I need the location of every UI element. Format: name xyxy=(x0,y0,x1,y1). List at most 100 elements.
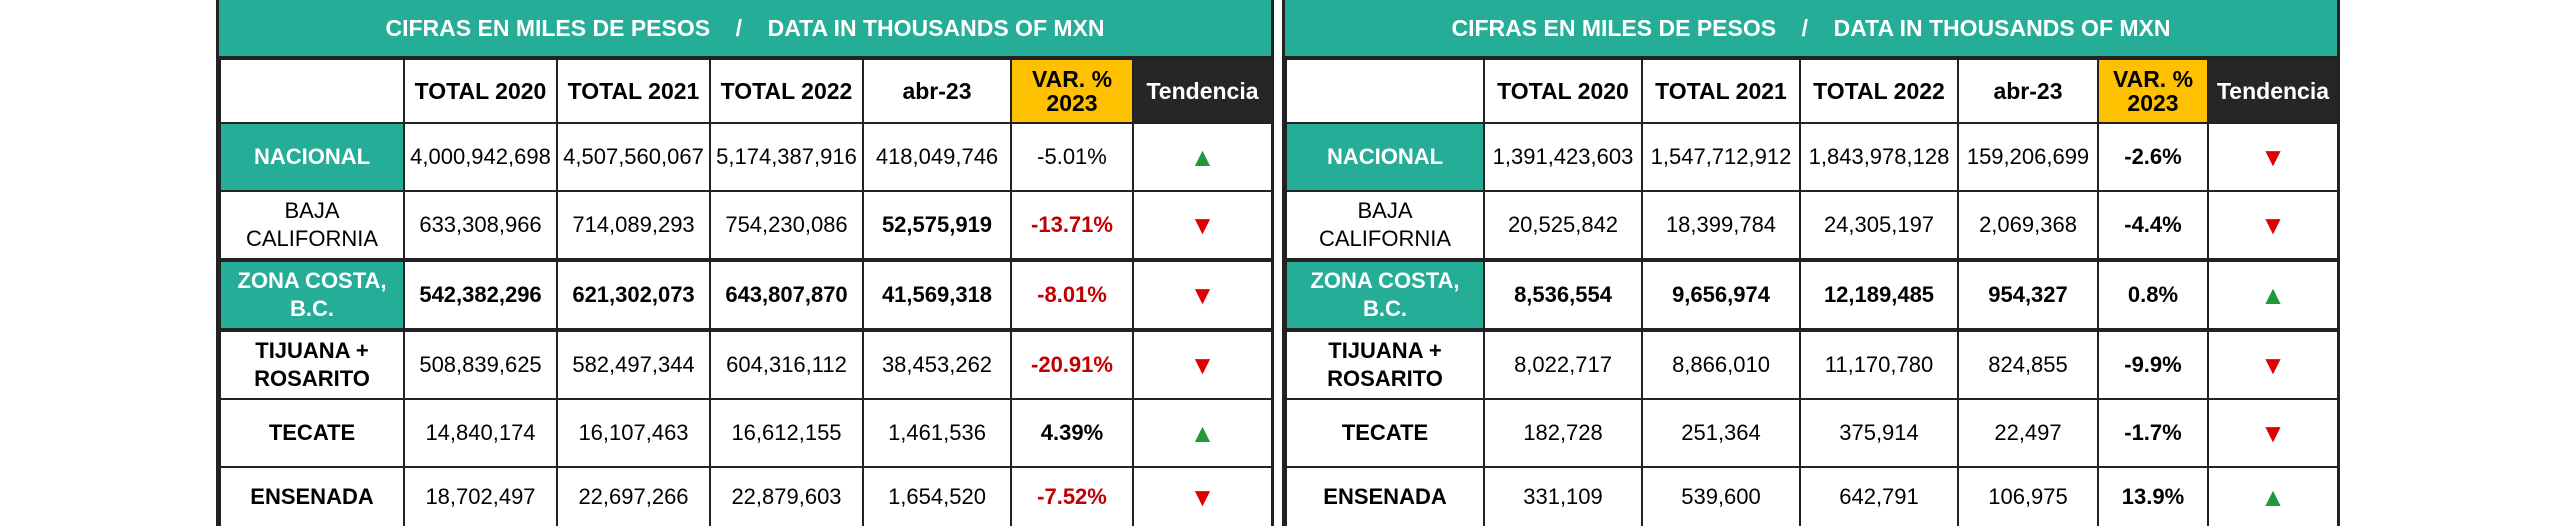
cell-tendencia: ▲ xyxy=(1132,398,1273,468)
triangle-down-icon: ▼ xyxy=(2260,349,2286,380)
triangle-down-icon: ▼ xyxy=(2260,209,2286,240)
cell-var-2023: 4.39% xyxy=(1010,398,1134,468)
row-name: ENSENADA xyxy=(1285,466,1485,526)
cell-total-2021: 621,302,073 xyxy=(556,258,711,331)
table-row: NACIONAL 4,000,942,698 4,507,560,067 5,1… xyxy=(219,122,1273,192)
cell-total-2021: 539,600 xyxy=(1641,466,1801,526)
cell-total-2021: 8,866,010 xyxy=(1641,328,1801,400)
row-name: NACIONAL xyxy=(219,122,405,192)
right-table-panel: CIFRAS EN MILES DE PESOS / DATA IN THOUS… xyxy=(1282,0,2340,526)
row-name-line2: CALIFORNIA xyxy=(1318,226,1452,251)
table-row: ZONA COSTA, B.C. 542,382,296 621,302,073 … xyxy=(219,258,1273,331)
cell-total-2022: 16,612,155 xyxy=(709,398,864,468)
triangle-down-icon: ▼ xyxy=(1189,349,1216,380)
header-total-2020: TOTAL 2020 xyxy=(403,58,558,124)
row-name-line1: ZONA COSTA, xyxy=(237,268,387,293)
header-tendencia: Tendencia xyxy=(1132,58,1273,124)
cell-var-2023: 13.9% xyxy=(2097,466,2209,526)
cell-var-2023: -13.71% xyxy=(1010,190,1134,261)
header-total-2020: TOTAL 2020 xyxy=(1483,58,1643,124)
cell-total-2021: 9,656,974 xyxy=(1641,258,1801,331)
row-name-line1: ENSENADA xyxy=(250,484,374,509)
header-row: TOTAL 2020 TOTAL 2021 TOTAL 2022 abr-23 … xyxy=(219,58,1273,124)
cell-total-2020: 182,728 xyxy=(1483,398,1643,468)
cell-abr-23: 1,654,520 xyxy=(862,466,1012,526)
cell-tendencia: ▼ xyxy=(1132,466,1273,526)
cell-var-2023: 0.8% xyxy=(2097,258,2209,331)
header-var-line2: 2023 xyxy=(2127,90,2179,116)
cell-abr-23: 52,575,919 xyxy=(862,190,1012,261)
table-row: BAJA CALIFORNIA 20,525,842 18,399,784 24,… xyxy=(1285,190,2339,261)
cell-tendencia: ▼ xyxy=(1132,190,1273,261)
row-name-line1: TECATE xyxy=(268,420,356,445)
row-name-line2: ROSARITO xyxy=(1327,366,1443,391)
cell-total-2020: 4,000,942,698 xyxy=(403,122,558,192)
cell-total-2020: 1,391,423,603 xyxy=(1483,122,1643,192)
cell-total-2022: 643,807,870 xyxy=(709,258,864,331)
cell-total-2020: 8,536,554 xyxy=(1483,258,1643,331)
cell-total-2022: 24,305,197 xyxy=(1799,190,1959,261)
row-name-line1: ZONA COSTA, xyxy=(1310,268,1460,293)
row-name-line1: TECATE xyxy=(1341,420,1429,445)
triangle-up-icon: ▲ xyxy=(2260,481,2286,512)
table-row: ENSENADA 331,109 539,600 642,791 106,975… xyxy=(1285,466,2339,526)
row-name-line2: ROSARITO xyxy=(254,366,370,391)
data-table: TOTAL 2020 TOTAL 2021 TOTAL 2022 abr-23 … xyxy=(219,58,1273,526)
cell-var-2023: -9.9% xyxy=(2097,328,2209,400)
row-name: TIJUANA + ROSARITO xyxy=(219,328,405,400)
row-name-line1: NACIONAL xyxy=(1326,144,1444,169)
cell-total-2021: 4,507,560,067 xyxy=(556,122,711,192)
cell-total-2021: 22,697,266 xyxy=(556,466,711,526)
header-total-2022: TOTAL 2022 xyxy=(1799,58,1959,124)
cell-abr-23: 1,461,536 xyxy=(862,398,1012,468)
table-title: CIFRAS EN MILES DE PESOS / DATA IN THOUS… xyxy=(1285,0,2337,58)
header-total-2021: TOTAL 2021 xyxy=(1641,58,1801,124)
row-name-line1: NACIONAL xyxy=(253,144,371,169)
cell-var-2023: -4.4% xyxy=(2097,190,2209,261)
triangle-down-icon: ▼ xyxy=(1189,481,1216,512)
row-name-line1: TIJUANA + xyxy=(255,338,369,363)
row-name-line2: B.C. xyxy=(290,296,334,321)
cell-total-2022: 1,843,978,128 xyxy=(1799,122,1959,192)
cell-abr-23: 38,453,262 xyxy=(862,328,1012,400)
triangle-up-icon: ▲ xyxy=(1189,141,1216,172)
header-var-2023: VAR. % 2023 xyxy=(2097,58,2209,124)
cell-total-2021: 251,364 xyxy=(1641,398,1801,468)
cell-total-2020: 331,109 xyxy=(1483,466,1643,526)
cell-tendencia: ▲ xyxy=(1132,122,1273,192)
triangle-down-icon: ▼ xyxy=(1189,209,1216,240)
cell-tendencia: ▼ xyxy=(2207,122,2339,192)
row-name-line1: TIJUANA + xyxy=(1328,338,1442,363)
table-row: NACIONAL 1,391,423,603 1,547,712,912 1,8… xyxy=(1285,122,2339,192)
row-name: ENSENADA xyxy=(219,466,405,526)
data-table: TOTAL 2020 TOTAL 2021 TOTAL 2022 abr-23 … xyxy=(1285,58,2339,526)
table-row: ENSENADA 18,702,497 22,697,266 22,879,60… xyxy=(219,466,1273,526)
cell-var-2023: -8.01% xyxy=(1010,258,1134,331)
cell-var-2023: -5.01% xyxy=(1010,122,1134,192)
row-name: BAJA CALIFORNIA xyxy=(1285,190,1485,261)
cell-abr-23: 418,049,746 xyxy=(862,122,1012,192)
row-name: TIJUANA + ROSARITO xyxy=(1285,328,1485,400)
header-total-2021: TOTAL 2021 xyxy=(556,58,711,124)
cell-total-2021: 18,399,784 xyxy=(1641,190,1801,261)
cell-total-2022: 11,170,780 xyxy=(1799,328,1959,400)
cell-total-2020: 8,022,717 xyxy=(1483,328,1643,400)
row-name: TECATE xyxy=(1285,398,1485,468)
header-var-line2: 2023 xyxy=(1046,90,1098,116)
row-name-line1: BAJA xyxy=(284,198,340,223)
cell-total-2022: 12,189,485 xyxy=(1799,258,1959,331)
header-var-line1: VAR. % xyxy=(1031,66,1113,92)
header-abr-23: abr-23 xyxy=(862,58,1012,124)
table-row: ZONA COSTA, B.C. 8,536,554 9,656,974 12,1… xyxy=(1285,258,2339,331)
cell-total-2020: 508,839,625 xyxy=(403,328,558,400)
triangle-down-icon: ▼ xyxy=(1189,279,1216,310)
cell-tendencia: ▲ xyxy=(2207,466,2339,526)
cell-total-2022: 642,791 xyxy=(1799,466,1959,526)
triangle-up-icon: ▲ xyxy=(2260,279,2286,310)
cell-abr-23: 22,497 xyxy=(1957,398,2099,468)
header-blank xyxy=(1285,58,1485,124)
row-name-line1: BAJA xyxy=(1357,198,1413,223)
cell-total-2021: 1,547,712,912 xyxy=(1641,122,1801,192)
table-row: BAJA CALIFORNIA 633,308,966 714,089,293 7… xyxy=(219,190,1273,261)
cell-total-2020: 633,308,966 xyxy=(403,190,558,261)
